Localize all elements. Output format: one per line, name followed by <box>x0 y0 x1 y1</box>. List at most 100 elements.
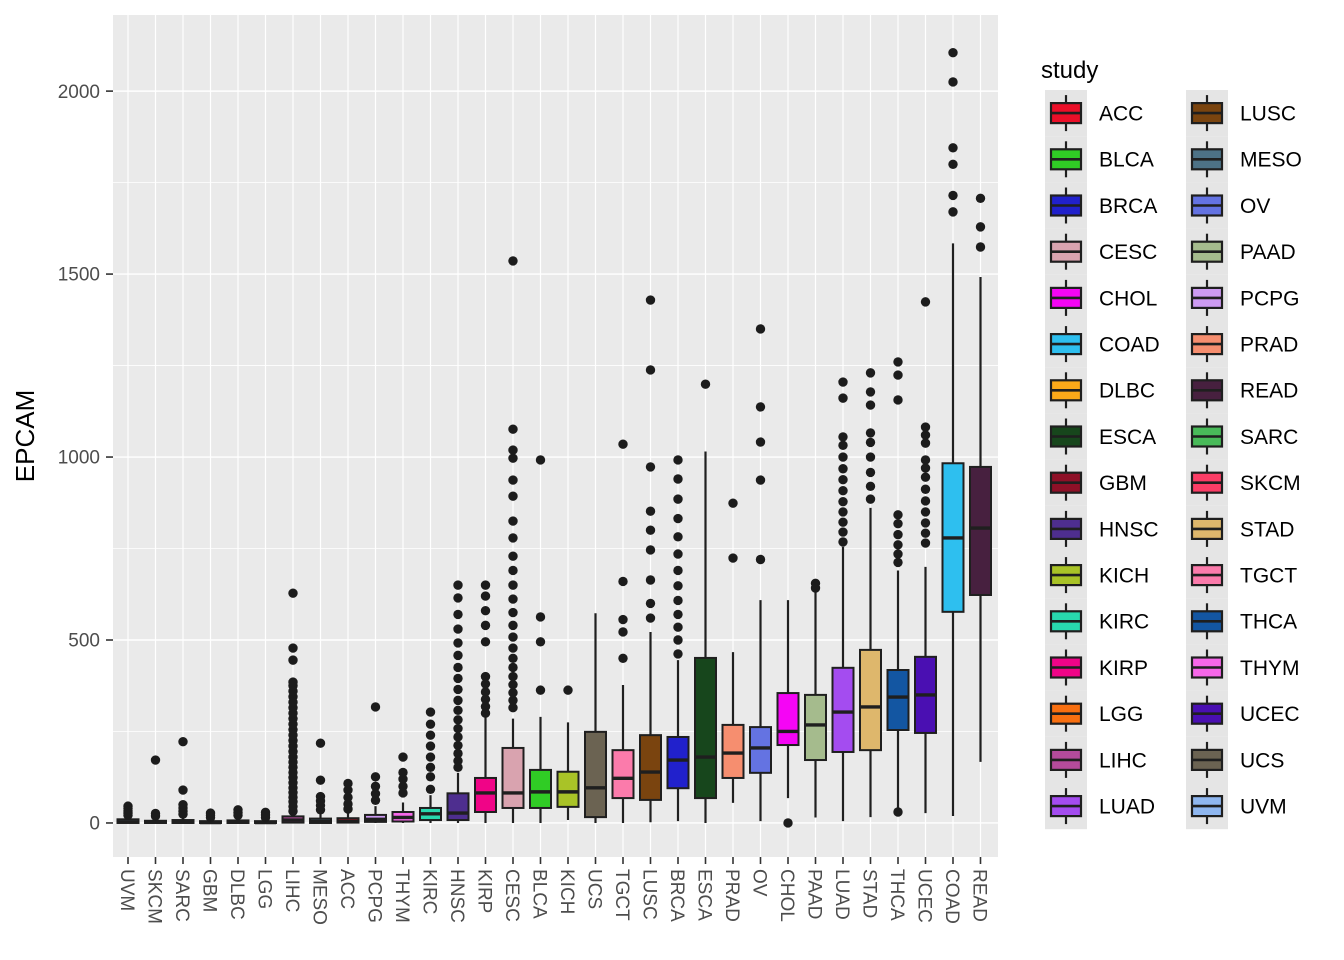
outlier-point <box>838 452 848 462</box>
outlier-point <box>508 632 518 642</box>
legend-label: STAD <box>1240 518 1294 541</box>
outlier-point <box>893 395 903 405</box>
legend-label: PCPG <box>1240 287 1300 310</box>
outlier-point <box>673 565 683 576</box>
outlier-point <box>480 708 491 718</box>
outlier-point <box>480 694 491 704</box>
y-tick-label: 500 <box>68 631 100 652</box>
outlier-point <box>920 472 931 482</box>
outlier-point <box>508 653 518 664</box>
boxplot-KIRP <box>474 580 497 823</box>
outlier-point <box>783 818 793 828</box>
legend-label: UCEC <box>1240 703 1300 726</box>
boxplot-KIRC <box>419 707 442 823</box>
x-tick-label: THCA <box>886 869 907 921</box>
outlier-point <box>948 143 958 153</box>
outlier-point <box>755 475 766 485</box>
outlier-point <box>343 785 353 795</box>
outlier-point <box>673 455 683 465</box>
legend-label: UVM <box>1240 795 1287 818</box>
outlier-point <box>920 422 931 432</box>
outlier-point <box>645 613 656 623</box>
x-tick-label: PRAD <box>721 869 742 922</box>
outlier-point <box>425 784 436 795</box>
outlier-point <box>838 537 848 547</box>
outlier-point <box>480 687 491 697</box>
boxplot-TGCT <box>611 439 635 823</box>
outlier-point <box>343 778 353 789</box>
outlier-point <box>315 775 326 785</box>
outlier-point <box>920 430 931 440</box>
boxplot-ACC <box>336 778 360 824</box>
outlier-point <box>865 428 876 438</box>
legend-label: TGCT <box>1240 564 1297 587</box>
outlier-point <box>948 47 958 58</box>
outlier-point <box>673 532 683 542</box>
outlier-point <box>425 741 436 751</box>
outlier-point <box>425 707 436 717</box>
boxplot-HNSC <box>446 580 470 823</box>
legend-label: THCA <box>1240 611 1297 634</box>
outlier-point <box>893 370 903 380</box>
outlier-point <box>755 402 766 412</box>
outlier-point <box>508 607 518 618</box>
outlier-point <box>535 685 546 695</box>
outlier-point <box>755 437 766 447</box>
legend-item-SARC: SARC <box>1186 413 1298 460</box>
boxplot-PRAD <box>721 498 745 803</box>
outlier-point <box>838 486 848 496</box>
outlier-point <box>618 439 628 449</box>
legend-label: SKCM <box>1240 472 1301 495</box>
legend-label: COAD <box>1099 333 1160 356</box>
x-tick-label: TGCT <box>611 869 632 921</box>
outlier-point <box>975 242 986 252</box>
boxplot-LUAD <box>831 377 855 822</box>
outlier-point <box>508 516 518 526</box>
outlier-point <box>975 222 986 232</box>
outlier-point <box>480 591 491 601</box>
boxplot-DLBC <box>226 805 250 824</box>
x-tick-label: THYM <box>391 869 412 923</box>
legend-item-SKCM: SKCM <box>1186 459 1301 506</box>
outlier-point <box>508 424 518 434</box>
x-tick-label: KIRC <box>419 869 440 914</box>
outlier-point <box>645 545 656 555</box>
outlier-point <box>508 475 518 485</box>
box <box>639 734 662 801</box>
outlier-point <box>370 702 381 712</box>
legend-label: ESCA <box>1099 426 1156 449</box>
outlier-point <box>508 256 518 266</box>
outlier-point <box>508 703 518 713</box>
outlier-point <box>453 740 463 751</box>
outlier-point <box>425 752 436 762</box>
legend-title: study <box>1041 57 1098 84</box>
boxplot-GBM <box>199 808 222 825</box>
boxplot-UCEC <box>914 297 937 814</box>
legend-label: LUAD <box>1099 795 1155 818</box>
outlier-point <box>398 781 408 792</box>
outlier-point <box>123 801 133 811</box>
outlier-point <box>893 510 903 520</box>
outlier-point <box>453 638 463 648</box>
outlier-point <box>343 792 353 803</box>
outlier-point <box>673 609 683 620</box>
outlier-point <box>920 496 931 506</box>
outlier-point <box>920 463 931 473</box>
legend-item-MESO: MESO <box>1186 136 1302 183</box>
boxplot-LGG <box>254 807 277 825</box>
boxplot-STAD <box>859 368 882 818</box>
outlier-point <box>508 453 518 463</box>
outlier-point <box>645 295 656 305</box>
outlier-point <box>453 673 463 684</box>
outlier-point <box>453 715 463 725</box>
x-tick-label: LIHC <box>281 869 302 912</box>
legend-label: THYM <box>1240 657 1300 680</box>
outlier-point <box>288 677 298 687</box>
legend-label: OV <box>1240 195 1270 218</box>
outlier-point <box>673 549 683 559</box>
outlier-point <box>398 788 408 798</box>
legend-label: LUSC <box>1240 102 1296 125</box>
x-tick-label: DLBC <box>226 869 247 920</box>
outlier-point <box>480 637 491 647</box>
outlier-point <box>865 400 876 410</box>
